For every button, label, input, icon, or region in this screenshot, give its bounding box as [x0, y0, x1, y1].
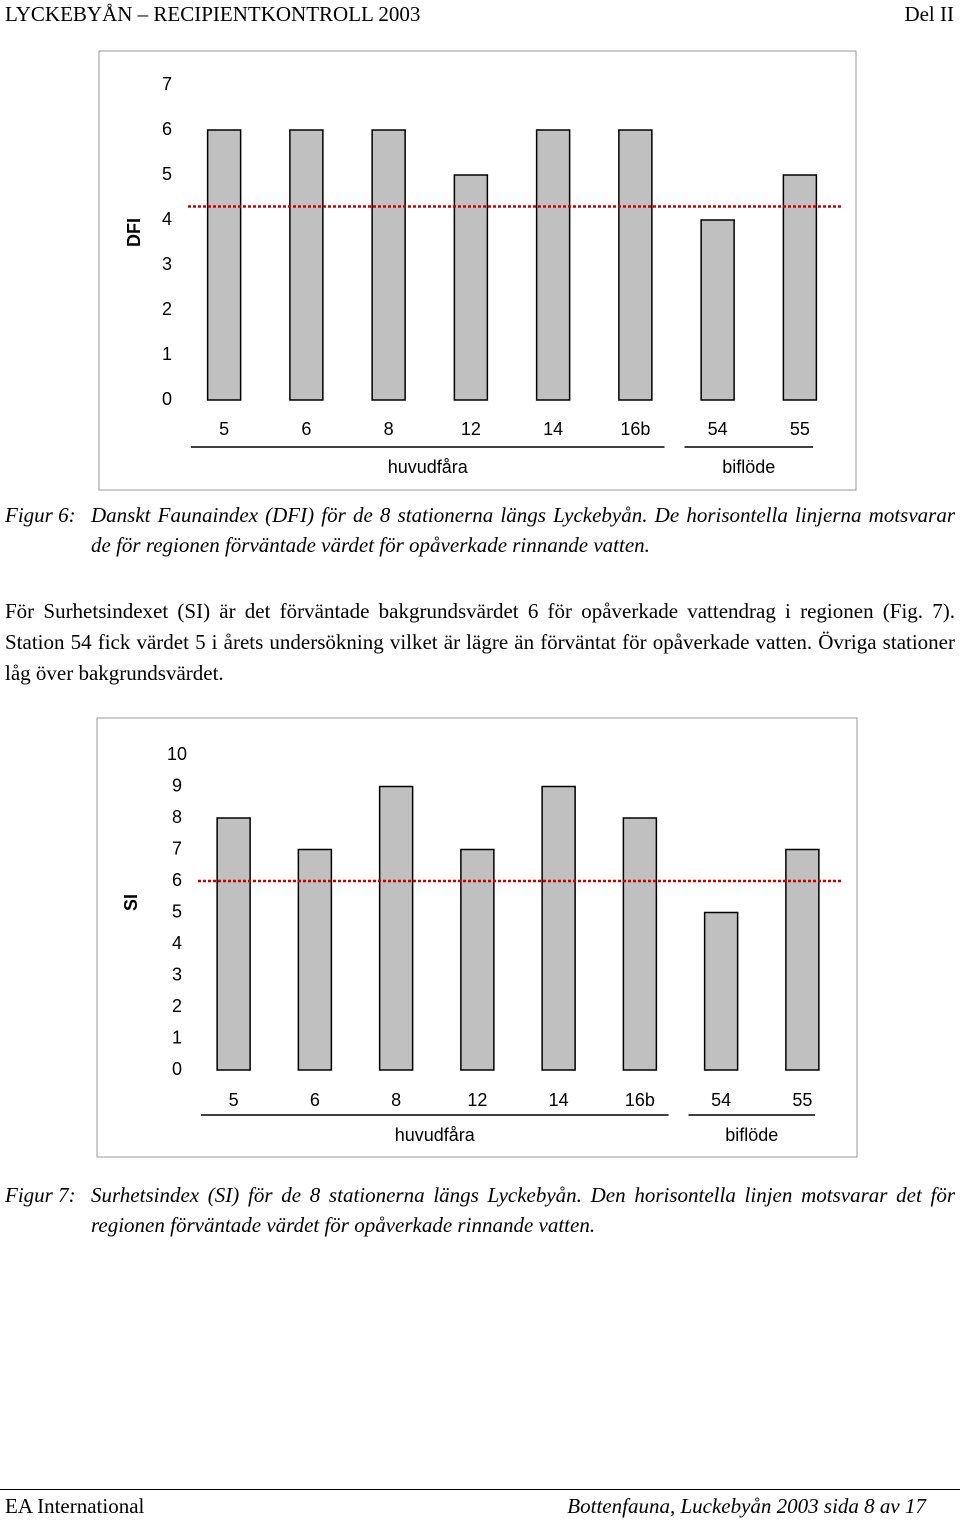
- bar: [782, 174, 818, 401]
- bar: [535, 129, 571, 401]
- bar: [703, 911, 739, 1071]
- group-label: huvudfåra: [395, 1125, 476, 1145]
- y-tick-label: 1: [172, 1027, 182, 1047]
- x-tick-label: 12: [467, 1090, 487, 1110]
- bar: [700, 219, 735, 401]
- bar: [541, 785, 576, 1071]
- x-tick-label: 5: [229, 1090, 239, 1110]
- y-tick-label: 3: [172, 964, 182, 984]
- x-tick-label: 55: [790, 419, 810, 439]
- chart-frame: [96, 717, 858, 1158]
- caption-label: Figur 6:: [5, 503, 76, 527]
- bar: [371, 129, 406, 401]
- caption: Figur 6: Danskt Faunaindex (DFI) för de …: [0, 500, 960, 560]
- x-tick-label: 16b: [625, 1090, 655, 1110]
- caption: Figur 7: Surhetsindex (SI) för de 8 stat…: [0, 1180, 960, 1240]
- x-tick-label: 6: [301, 419, 311, 439]
- x-tick-label: 12: [461, 419, 481, 439]
- y-axis-label: DFI: [124, 218, 144, 247]
- y-axis-label: SI: [121, 894, 141, 911]
- x-tick-label: 54: [711, 1090, 731, 1110]
- x-tick-label: 8: [391, 1090, 401, 1110]
- bar: [216, 817, 251, 1071]
- y-tick-label: 7: [162, 74, 172, 94]
- bar: [460, 848, 495, 1071]
- group-label: biflöde: [725, 1125, 778, 1145]
- y-tick-label: 2: [172, 996, 182, 1016]
- group-label: biflöde: [722, 457, 775, 477]
- y-tick-label: 9: [172, 775, 182, 795]
- caption-label: Figur 7:: [5, 1183, 76, 1207]
- y-tick-label: 8: [172, 807, 182, 827]
- bar: [785, 848, 820, 1071]
- bar: [289, 129, 324, 401]
- chart-frame: [98, 50, 857, 491]
- bar: [618, 129, 653, 401]
- bar: [453, 174, 489, 401]
- x-tick-label: 5: [219, 419, 229, 439]
- x-tick-label: 14: [549, 1090, 569, 1110]
- y-tick-label: 5: [172, 901, 182, 921]
- y-tick-label: 5: [162, 164, 172, 184]
- header-right: Del II: [904, 2, 954, 26]
- y-tick-label: 2: [162, 299, 172, 319]
- group-label: huvudfåra: [388, 457, 469, 477]
- bar: [622, 817, 658, 1071]
- header-left: LYCKEBYÅN – RECIPIENTKONTROLL 2003: [5, 2, 421, 26]
- y-tick-label: 0: [172, 1059, 182, 1079]
- x-tick-label: 14: [543, 419, 563, 439]
- x-tick-label: 55: [792, 1090, 812, 1110]
- bar: [206, 129, 242, 401]
- footer-rule: [0, 1489, 960, 1490]
- bar: [378, 785, 414, 1071]
- x-tick-label: 6: [310, 1090, 320, 1110]
- y-tick-label: 6: [162, 119, 172, 139]
- x-tick-label: 8: [384, 419, 394, 439]
- y-tick-label: 10: [167, 744, 187, 764]
- y-tick-label: 4: [172, 933, 182, 953]
- caption-text: Danskt Faunaindex (DFI) för de 8 station…: [91, 503, 955, 557]
- y-tick-label: 7: [172, 838, 182, 858]
- y-tick-label: 3: [162, 254, 172, 274]
- y-tick-label: 4: [162, 209, 172, 229]
- caption-text: Surhetsindex (SI) för de 8 stationerna l…: [91, 1183, 955, 1237]
- footer-right: Bottenfauna, Luckebyån 2003 sida 8 av 17: [567, 1494, 926, 1518]
- y-tick-label: 0: [162, 389, 172, 409]
- footer-left: EA International: [5, 1494, 145, 1518]
- x-tick-label: 16b: [620, 419, 650, 439]
- bar: [297, 848, 333, 1071]
- y-tick-label: 6: [172, 870, 182, 890]
- paragraph: För Surhetsindexet (SI) är det förväntad…: [5, 599, 955, 685]
- y-tick-label: 1: [162, 344, 172, 364]
- x-tick-label: 54: [708, 419, 728, 439]
